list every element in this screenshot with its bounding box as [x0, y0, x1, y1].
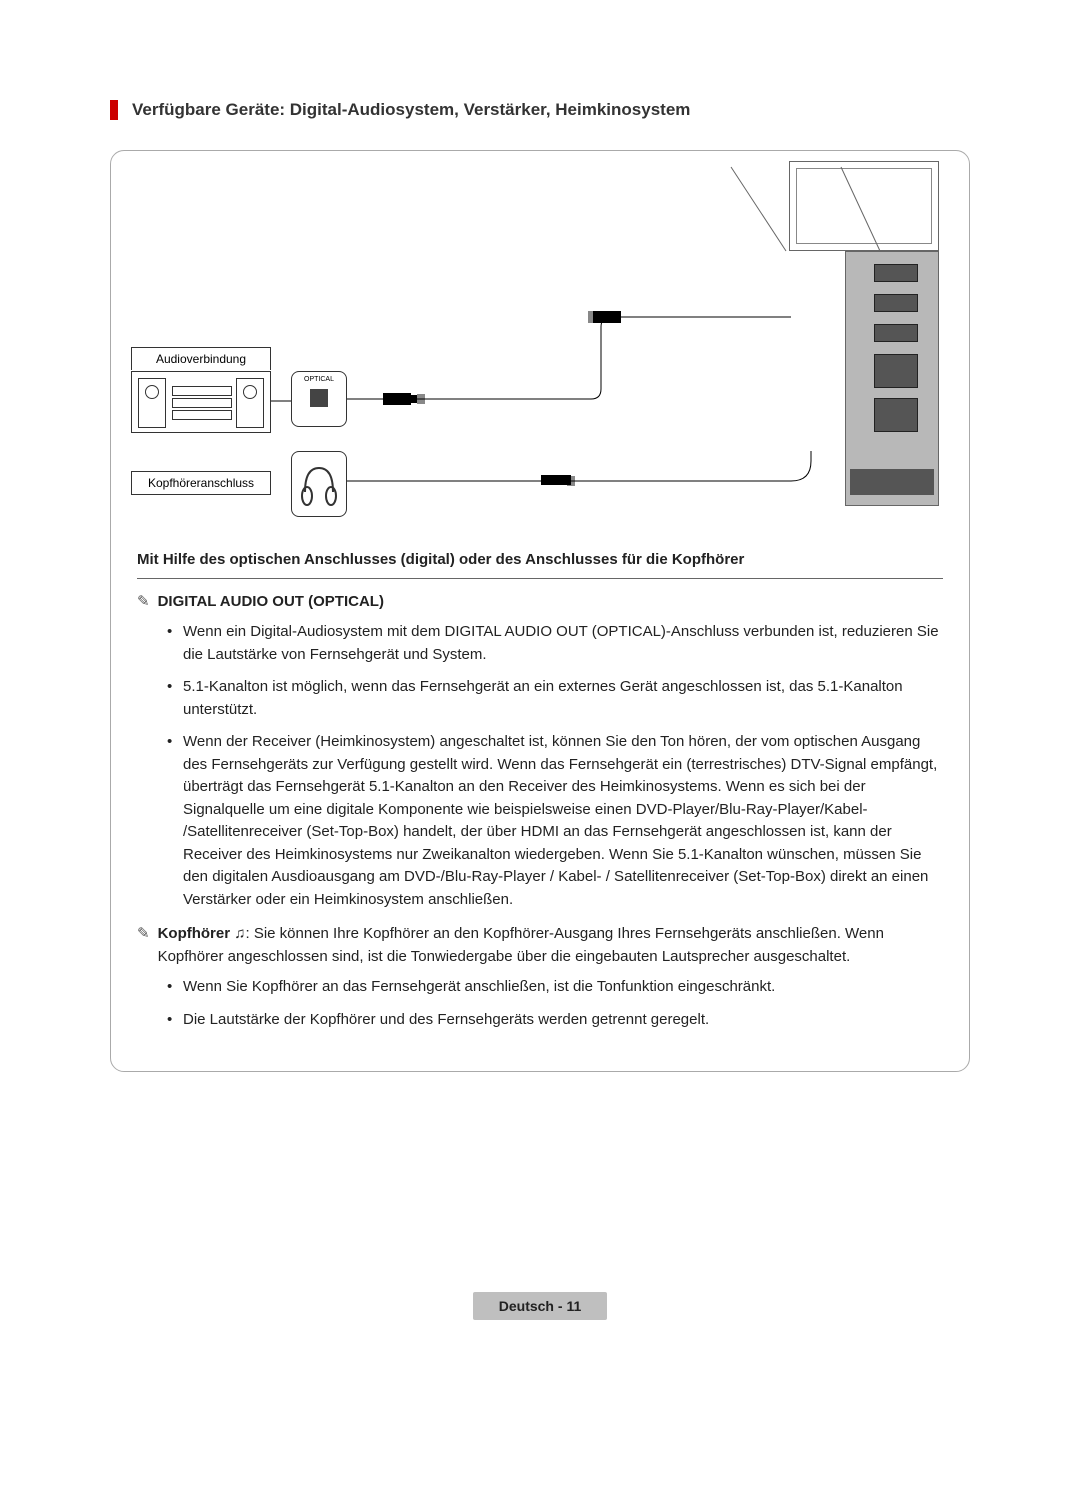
digital-audio-note: ✎ DIGITAL AUDIO OUT (OPTICAL): [137, 591, 943, 614]
list-item: 5.1-Kanalton ist möglich, wenn das Ferns…: [167, 676, 943, 721]
section-header: Verfügbare Geräte: Digital-Audiosystem, …: [110, 100, 970, 120]
list-item: Wenn der Receiver (Heimkinosystem) anges…: [167, 731, 943, 911]
page-indicator: Deutsch - 11: [473, 1292, 608, 1320]
connection-diagram: Audioverbindung OPTICAL Kopfhöreranschlu…: [111, 151, 969, 531]
footer-language: Deutsch: [499, 1298, 554, 1314]
connection-subheading: Mit Hilfe des optischen Anschlusses (dig…: [137, 549, 943, 579]
footer-page-number: 11: [566, 1298, 581, 1314]
cable-plug-top: [593, 311, 621, 323]
content-frame: Audioverbindung OPTICAL Kopfhöreranschlu…: [110, 150, 970, 1072]
headphone-glyph-icon: ♫: [234, 925, 245, 942]
tv-icon: [789, 161, 939, 251]
optical-port-icon: OPTICAL: [291, 371, 347, 427]
port-usb2: [874, 294, 918, 312]
headphone-connection-label: Kopfhöreranschluss: [131, 471, 271, 495]
port-ext-rgb: [850, 469, 934, 495]
headphone-label: Kopfhörer: [158, 925, 231, 942]
page-footer: Deutsch - 11: [110, 1292, 970, 1320]
cable-plug-optical: [383, 393, 411, 405]
digital-audio-bullets: Wenn ein Digital-Audiosystem mit dem DIG…: [167, 621, 943, 911]
cable-plug-headphone: [541, 475, 571, 485]
list-item: Wenn ein Digital-Audiosystem mit dem DIG…: [167, 621, 943, 666]
section-title: Verfügbare Geräte: Digital-Audiosystem, …: [132, 100, 690, 120]
port-hdmi1: [874, 354, 918, 388]
body-text: Mit Hilfe des optischen Anschlusses (dig…: [111, 549, 969, 1031]
note-icon: ✎: [137, 923, 150, 946]
headphone-icon: [291, 451, 347, 517]
headphone-bullets: Wenn Sie Kopfhörer an das Fernsehgerät a…: [167, 976, 943, 1031]
headphone-text: : Sie können Ihre Kopfhörer an den Kopfh…: [158, 925, 884, 965]
note-icon: ✎: [137, 591, 150, 614]
optical-label: OPTICAL: [304, 376, 334, 383]
port-digital-audio-out: [874, 324, 918, 342]
list-item: Die Lautstärke der Kopfhörer und des Fer…: [167, 1009, 943, 1032]
digital-audio-label: DIGITAL AUDIO OUT (OPTICAL): [158, 591, 384, 614]
headphone-note: ✎ Kopfhörer ♫: Sie können Ihre Kopfhörer…: [137, 923, 943, 968]
list-item: Wenn Sie Kopfhörer an das Fernsehgerät a…: [167, 976, 943, 999]
tv-rear-panel: [845, 251, 939, 506]
port-usb1: [874, 264, 918, 282]
port-hdmi2: [874, 398, 918, 432]
audio-connection-label: Audioverbindung: [131, 347, 271, 370]
accent-bar: [110, 100, 118, 120]
audio-system-icon: [131, 371, 271, 433]
